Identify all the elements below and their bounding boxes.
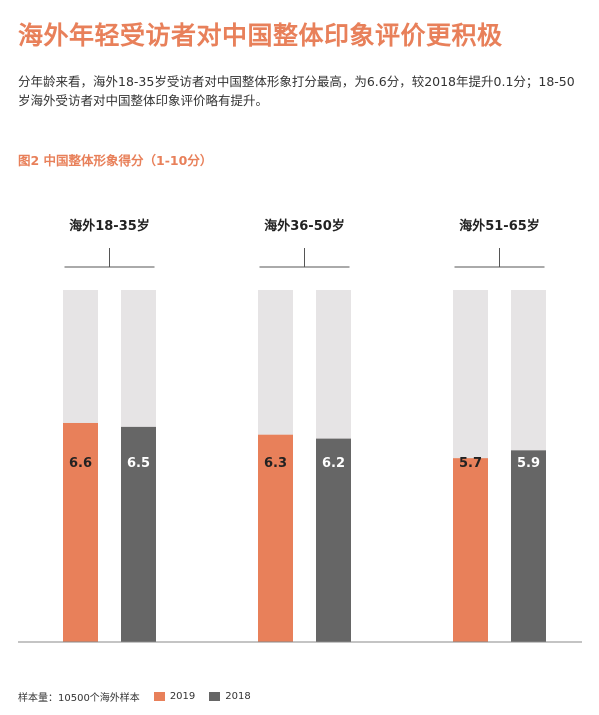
legend-label-2019: 2019 (169, 690, 196, 702)
category-label: 海外36-50岁 (264, 218, 345, 234)
bar-chart: 海外18-35岁 6.6 6.5 海外36-50岁 6.3 6.2 海外51-65岁 5.7 5… (18, 218, 582, 643)
data-label: 6.6 (69, 456, 92, 471)
data-label: 6.2 (322, 456, 345, 471)
data-label: 6.5 (127, 456, 150, 471)
chart-footer: 样本量：10500个海外样本 2019 2018 (18, 688, 251, 704)
legend-swatch-2019 (153, 691, 165, 701)
data-label: 5.9 (517, 456, 540, 471)
bar-2019 (63, 422, 98, 642)
intro-paragraph: 分年龄来看，海外18-35岁受访者对中国整体形象打分最高，为6.6分，较2018… (18, 74, 575, 108)
category-label: 海外18-35岁 (69, 218, 150, 234)
figure-label: 图2 中国整体形象得分（1-10分） (18, 153, 213, 168)
legend-item-2019: 2019 (153, 690, 196, 702)
data-label: 5.7 (459, 456, 482, 471)
bar-2018 (511, 450, 546, 642)
legend-swatch-2018 (209, 691, 221, 701)
data-label: 6.3 (264, 456, 287, 471)
legend-label-2018: 2018 (225, 690, 251, 702)
legend-item-2018: 2018 (209, 690, 251, 702)
bar-2018 (316, 438, 351, 642)
page-title: 海外年轻受访者对中国整体印象评价更积极 (18, 21, 503, 50)
bar-2018 (121, 426, 156, 642)
sample-size-note: 样本量：10500个海外样本 (18, 692, 140, 704)
category-label: 海外51-65岁 (459, 218, 540, 234)
bar-2019 (453, 458, 488, 642)
bar-2019 (258, 434, 293, 642)
